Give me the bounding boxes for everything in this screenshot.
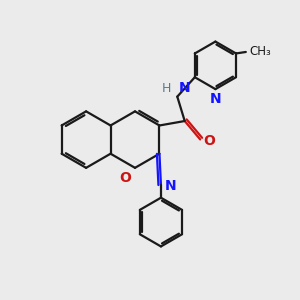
Text: N: N (165, 178, 177, 193)
Text: O: O (120, 171, 131, 185)
Text: N: N (179, 81, 190, 94)
Text: O: O (204, 134, 216, 148)
Text: N: N (210, 92, 222, 106)
Text: H: H (161, 82, 171, 95)
Text: CH₃: CH₃ (249, 46, 271, 59)
